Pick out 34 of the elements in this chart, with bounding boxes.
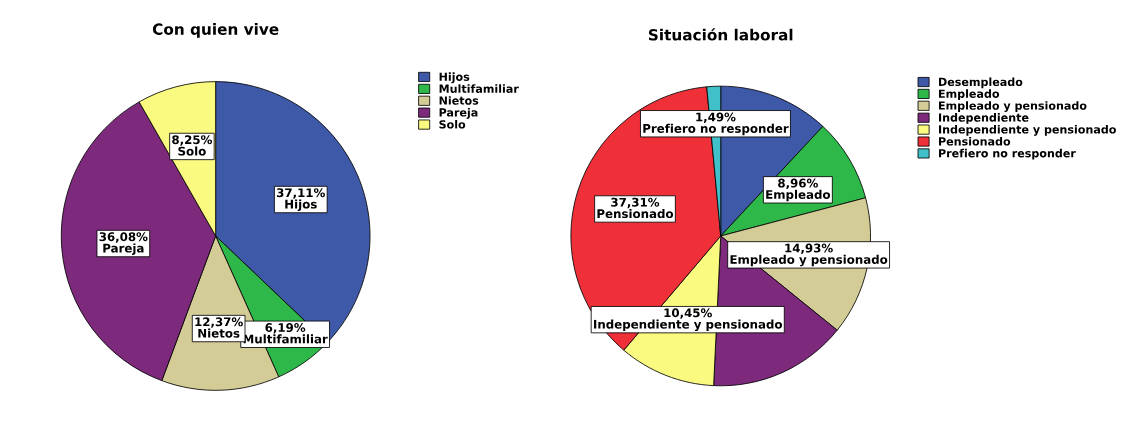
legend-label: Empleado bbox=[939, 89, 1000, 101]
data-label: 37,31% bbox=[611, 197, 660, 209]
legend-label: Pensionado bbox=[939, 136, 1011, 146]
data-label: 8,25% bbox=[172, 135, 213, 146]
legend-label: Hijos bbox=[439, 72, 470, 84]
legend-label: Empleado y pensionado bbox=[939, 101, 1087, 113]
slice-label: Empleado bbox=[766, 189, 831, 202]
data-label: 8,96% bbox=[778, 178, 818, 190]
legend-label: Independiente y pensionado bbox=[939, 124, 1116, 136]
legend-label: Prefiero no responder bbox=[939, 148, 1076, 160]
data-label: 36,08% bbox=[99, 232, 148, 243]
slice-label: Solo bbox=[178, 146, 206, 156]
legend-label: Nietos bbox=[439, 96, 479, 105]
legend-label: Solo bbox=[439, 119, 466, 129]
slice-label: Multifamiliar bbox=[243, 334, 328, 344]
slice-label: Nietos bbox=[198, 328, 240, 338]
data-label: 37,11% bbox=[276, 188, 325, 199]
chart-title: Con quien vive bbox=[152, 23, 279, 38]
slice-label: Empleado y pensionado bbox=[730, 254, 888, 267]
data-label: 12,37% bbox=[195, 317, 243, 328]
data-label: 1,49% bbox=[696, 112, 736, 123]
slice-label: Hijos bbox=[285, 199, 317, 211]
legend-label: Pareja bbox=[439, 108, 478, 119]
legend-label: Desempleado bbox=[939, 77, 1023, 89]
legend-label: Multifamiliar bbox=[439, 84, 519, 93]
data-label: 6,19% bbox=[265, 323, 306, 334]
data-label: 10,45% bbox=[664, 308, 712, 319]
slice-label: Pensionado bbox=[597, 208, 674, 219]
slice-label: Prefiero no responder bbox=[643, 123, 789, 136]
slice-label: Pareja bbox=[103, 243, 144, 255]
slice-label: Independiente y pensionado bbox=[594, 319, 783, 332]
legend-label: Independiente bbox=[939, 113, 1029, 124]
data-label: 14,93% bbox=[785, 243, 833, 254]
chart-title: Situación laboral bbox=[648, 28, 793, 41]
